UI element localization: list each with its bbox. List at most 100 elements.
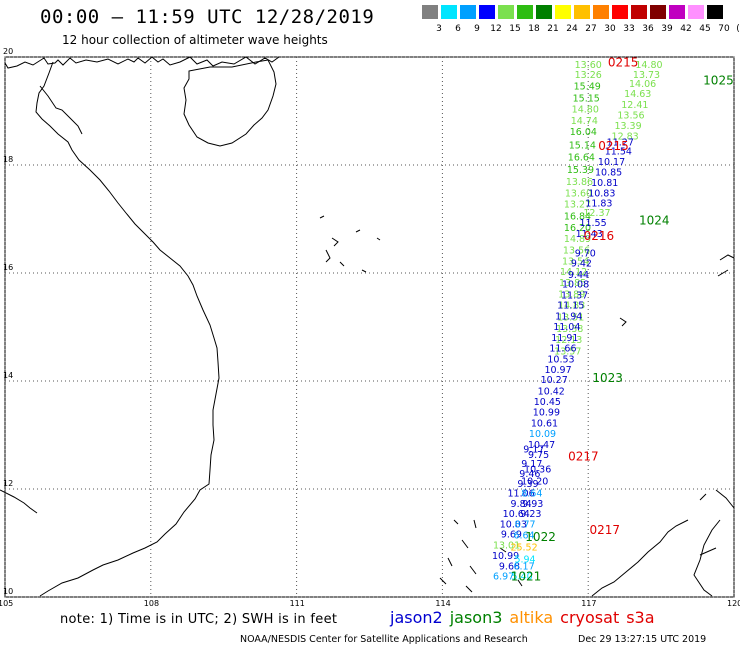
wave-height-value: 13.57 [554, 347, 581, 358]
legend-swatch [688, 5, 704, 19]
wave-height-value: 14.63 [624, 89, 651, 100]
wave-height-value: 13.73 [633, 70, 660, 81]
legend-label: 12 [490, 24, 502, 34]
wave-height-value: 10.42 [538, 387, 565, 398]
wave-height-value: 11.83 [585, 199, 612, 210]
islands-scarborough [619, 317, 627, 327]
time-labels-layer: 0215 1025 0215 1024 0216 1023 0217 0217 1022 1021 [511, 56, 734, 584]
wave-height-value: 14.83 [558, 301, 585, 312]
wave-height-value: 11.91 [551, 333, 578, 344]
wave-height-value: 25.52 [510, 543, 537, 554]
lon-tick-label: 120 [727, 599, 740, 608]
lat-tick-label: 12 [3, 479, 14, 488]
legend-label: 3 [436, 24, 442, 34]
wave-height-value: 11.55 [579, 218, 606, 229]
wave-height-value: 15.39 [567, 165, 594, 176]
wave-height-value: 5.94 [514, 554, 535, 565]
wave-height-value: 13.54 [562, 256, 589, 267]
wave-height-value: 13.56 [617, 111, 644, 122]
wave-height-value: 12.13 [555, 335, 582, 346]
pass-time-label: 0217 [568, 449, 599, 463]
legend-label: 36 [642, 24, 654, 34]
wave-height-value: 10.36 [524, 464, 551, 475]
legend-swatch [498, 5, 514, 19]
legend-label: 24 [566, 24, 578, 34]
legend-label: 18 [528, 24, 540, 34]
wave-height-value: 16.84 [564, 212, 591, 223]
legend-swatch [612, 5, 628, 19]
wave-height-value: 9.23 [520, 509, 541, 520]
legend-swatch [707, 5, 723, 19]
wave-height-value: 10.85 [595, 167, 622, 178]
wave-height-value: 10.47 [528, 440, 555, 451]
legend-swatch [555, 5, 571, 19]
wave-height-value: 11.66 [549, 343, 576, 354]
footer-timestamp: Dec 29 13:27:15 UTC 2019 [578, 634, 707, 645]
wave-height-value: 10.03 [500, 519, 527, 530]
wave-height-value: 11.04 [553, 322, 580, 333]
wave-height-value: 10.97 [544, 365, 571, 376]
legend-label: (ft) [736, 24, 740, 34]
wave-height-value: 9.17 [523, 444, 544, 455]
legend-label: 15 [509, 24, 521, 34]
wave-height-value: 14.80 [572, 105, 599, 116]
wave-height-value: 9.70 [575, 248, 596, 259]
coast-inner-bend [39, 85, 83, 135]
wave-height-value: 15.49 [574, 81, 601, 92]
lat-tick-label: 10 [3, 587, 14, 596]
wave-height-value: 13.89 [558, 289, 585, 300]
wave-height-value: 10.17 [598, 157, 625, 168]
wave-height-value: 9.44 [568, 270, 589, 281]
wave-height-value: 13.26 [575, 70, 602, 81]
wave-height-value: 10.64 [503, 509, 530, 520]
wave-height-value: 10.99 [492, 551, 519, 562]
pass-time-label: 0215 [598, 139, 629, 153]
wave-height-value: 13.27 [564, 200, 591, 211]
wave-height-value: 9.39 [517, 479, 538, 490]
legend-label: 33 [623, 24, 635, 34]
legend-label: 27 [585, 24, 597, 34]
legend-swatch [479, 5, 495, 19]
wave-height-value: 9.75 [528, 450, 549, 461]
lon-tick-label: 105 [0, 599, 14, 608]
legend-label: 21 [547, 24, 559, 34]
wave-height-value: 8.77 [514, 519, 535, 530]
wave-height-value: 9.42 [571, 259, 592, 270]
wave-height-value: 15.15 [573, 93, 600, 104]
wave-height-value: 14.06 [629, 79, 656, 90]
legend-label: 9 [474, 24, 480, 34]
wave-height-value: 9.46 [519, 469, 540, 480]
wave-height-value: 14.74 [571, 116, 598, 127]
coast-palawan [591, 493, 707, 597]
wave-height-value: 13.51 [557, 313, 584, 324]
wave-height-value: 5.40 [512, 572, 533, 583]
wave-height-value: 9.69 [501, 530, 522, 541]
lat-tick-label: 16 [3, 263, 14, 272]
title: 00:00 – 11:59 UTC 12/28/2019 [40, 6, 375, 28]
wave-height-value: 11.27 [607, 138, 634, 149]
legend-swatch [593, 5, 609, 19]
wave-height-value: 8.64 [521, 489, 542, 500]
wave-height-value: 13.60 [575, 60, 602, 71]
coast-china-vietnam [4, 56, 280, 69]
note: note: 1) Time is in UTC; 2) SWH is in fe… [60, 612, 338, 627]
wave-height-value: 11.37 [561, 290, 588, 301]
legend-swatch [669, 5, 685, 19]
pass-time-label: 1021 [511, 569, 542, 583]
legend-swatch [460, 5, 476, 19]
wave-height-value: 10.27 [541, 375, 568, 386]
legend-swatch [517, 5, 533, 19]
legend-swatch [650, 5, 666, 19]
island-hainan [183, 59, 277, 147]
wave-height-value: 10.09 [529, 429, 556, 440]
wave-height-value: 12.37 [583, 208, 610, 219]
wave-height-value: 10.61 [531, 418, 558, 429]
wave-height-value: 11.43 [576, 229, 603, 240]
wave-height-value: 11.15 [557, 301, 584, 312]
wave-height-value: 9.84 [511, 499, 532, 510]
wave-height-value: 10.08 [562, 280, 589, 291]
wave-height-value: 6.17 [513, 561, 534, 572]
wave-height-value: 11.94 [555, 311, 582, 322]
